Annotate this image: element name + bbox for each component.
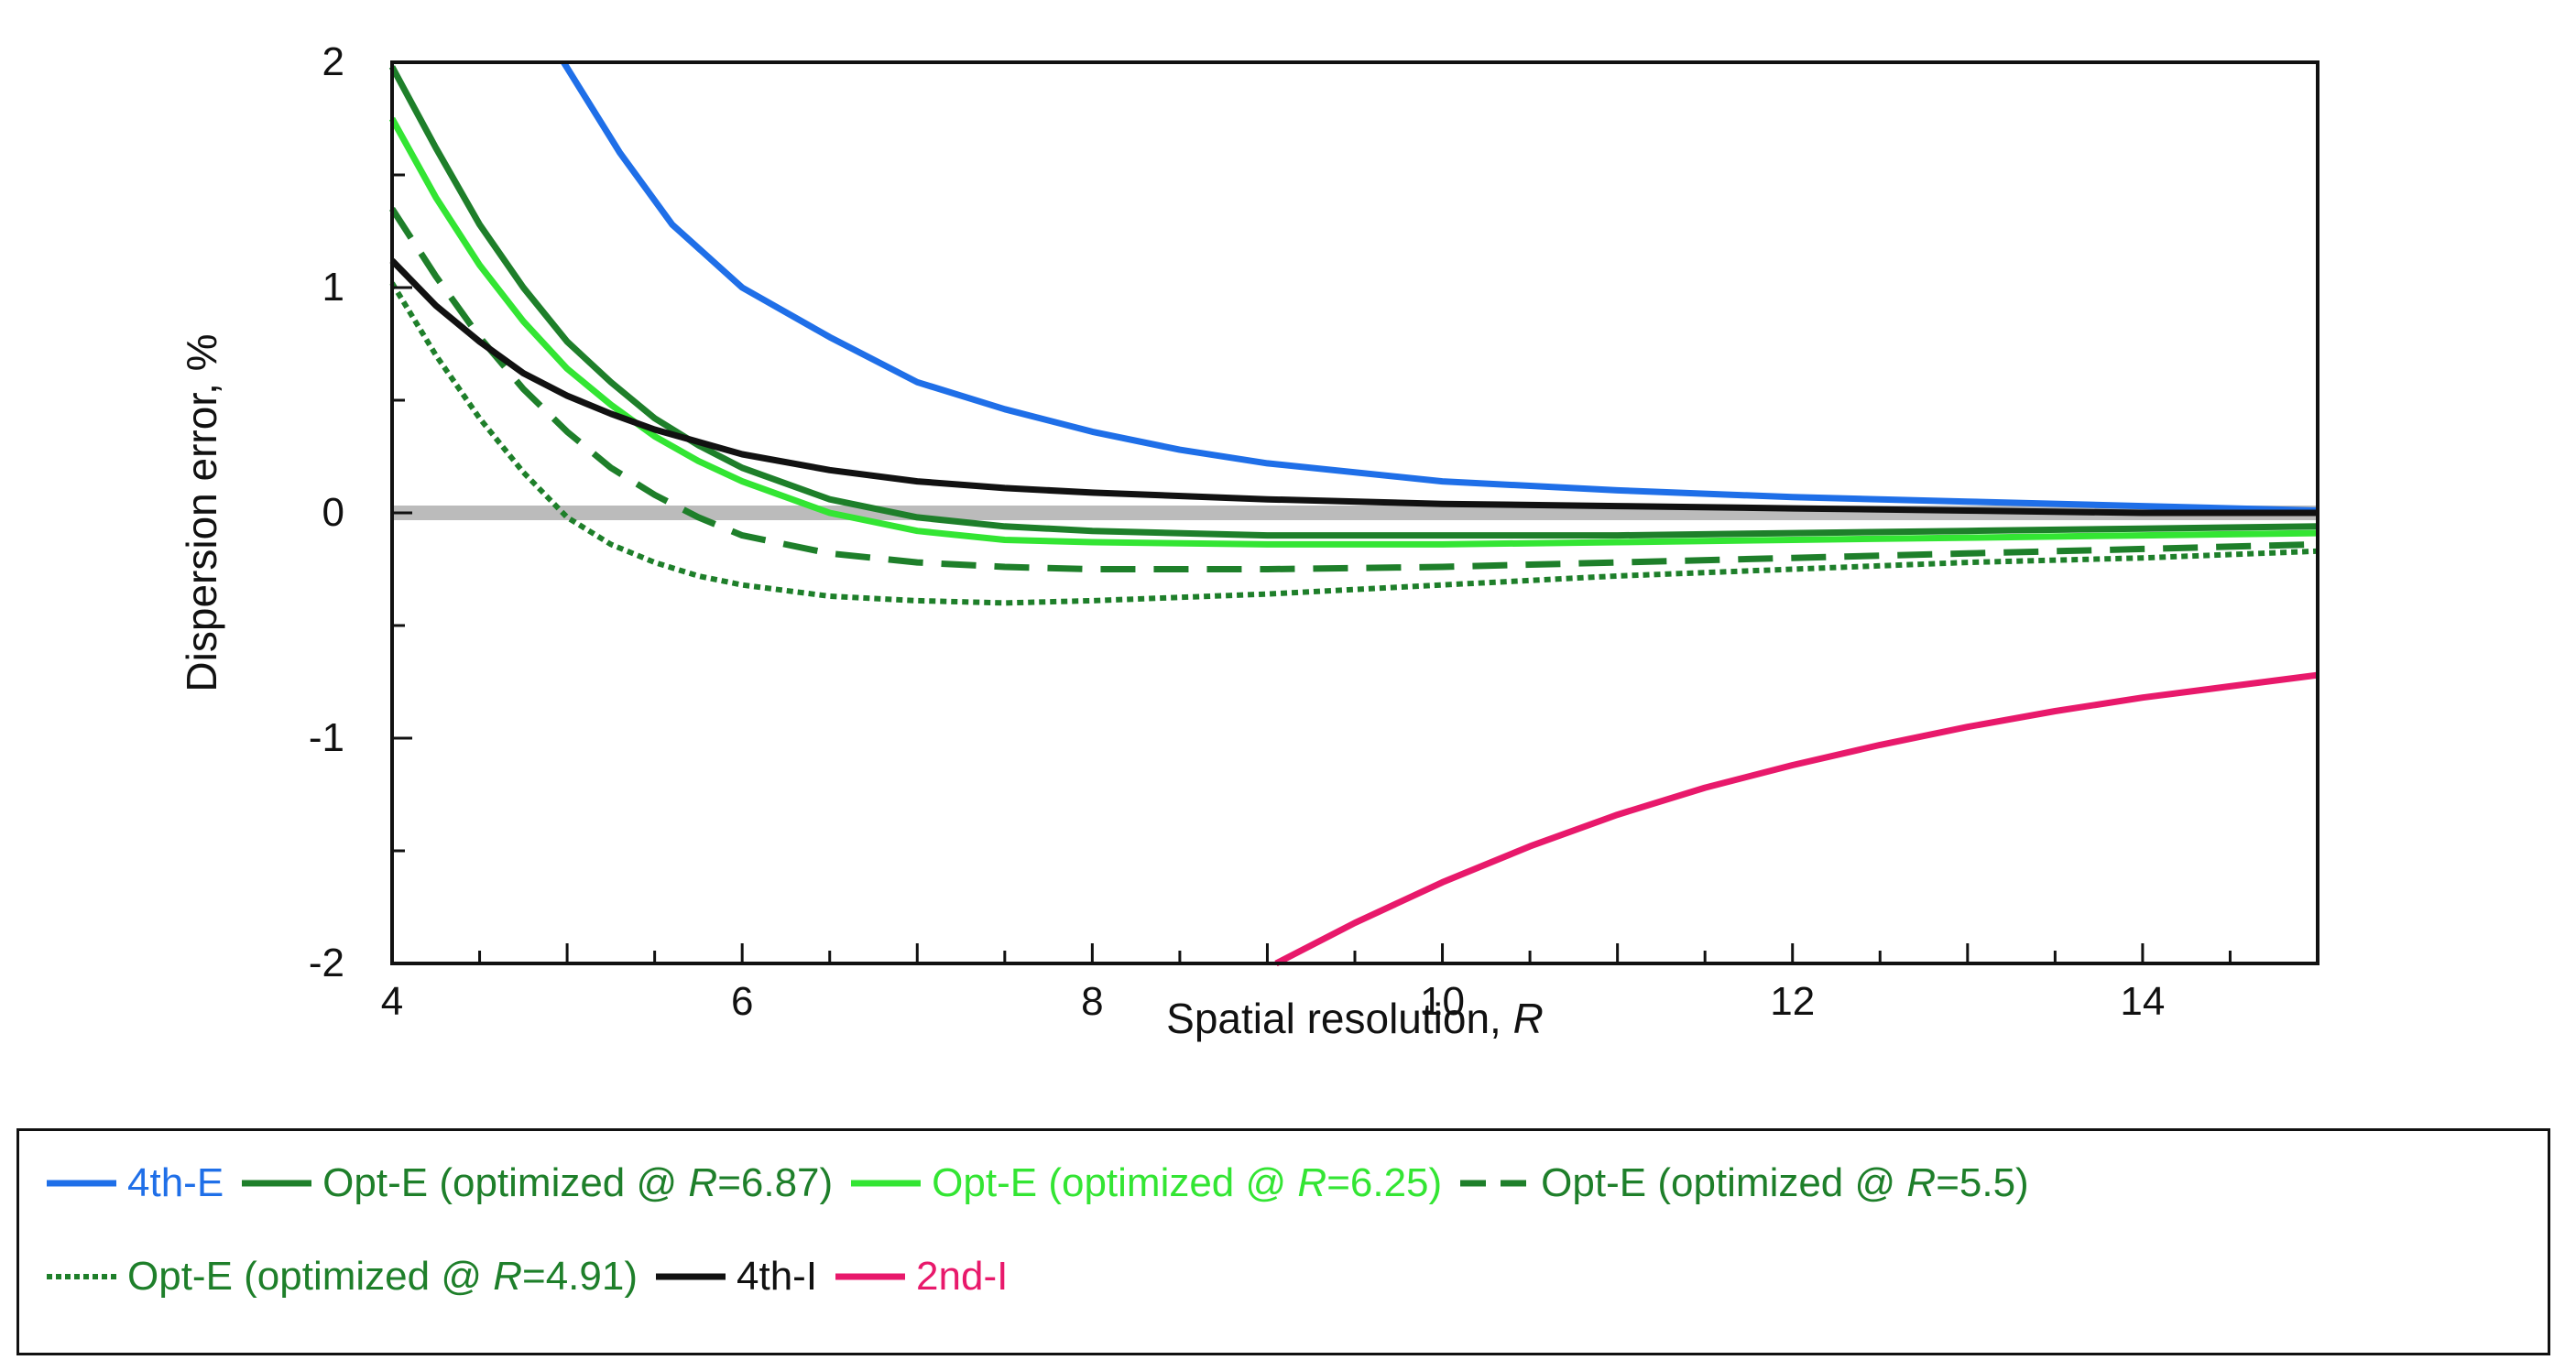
legend-swatch: [1460, 1180, 1531, 1187]
legend-item: Opt-E (optimized @ R=6.25): [849, 1160, 1442, 1206]
legend-item: Opt-E (optimized @ R=4.91): [45, 1254, 638, 1300]
legend-swatch: [656, 1273, 726, 1280]
y-tick-label: -2: [309, 941, 344, 985]
series-line-2: [388, 116, 2319, 548]
legend-row-2: Opt-E (optimized @ R=4.91) 4th-I 2nd-I: [45, 1254, 1024, 1300]
legend-row-1: 4th-E Opt-E (optimized @ R=6.87) Opt-E (op…: [45, 1160, 2046, 1206]
legend-item: Opt-E (optimized @ R=6.87): [240, 1160, 833, 1206]
legend-swatch: [47, 1274, 116, 1279]
y-axis-title: Dispersion error, %: [178, 333, 225, 691]
legend-item: 4th-I: [654, 1254, 817, 1300]
y-tick-label: 2: [322, 39, 344, 84]
legend-swatch: [47, 1180, 116, 1187]
series-line-6: [1274, 671, 2319, 967]
y-tick-label: 1: [322, 265, 344, 310]
x-axis-title: Spatial resolution, R: [1166, 995, 1544, 1042]
series-line-5: [389, 258, 2318, 517]
legend-swatch: [835, 1273, 906, 1280]
legend-label: Opt-E (optimized @ R=6.25): [932, 1160, 1443, 1205]
x-tick-label: 12: [1770, 979, 1815, 1024]
x-tick-label: 4: [381, 979, 403, 1024]
legend-label: 4th-E: [127, 1160, 224, 1205]
legend-item: 4th-E: [45, 1160, 224, 1206]
y-tick-label: -1: [309, 715, 344, 760]
legend-label: Opt-E (optimized @ R=6.87): [322, 1160, 834, 1205]
series-line-3: [389, 206, 2319, 572]
legend-item: Opt-E (optimized @ R=5.5): [1458, 1160, 2029, 1206]
x-tick-label: 10: [1420, 979, 1465, 1024]
y-tick-label: 0: [322, 490, 344, 535]
legend-label: 4th-I: [737, 1254, 818, 1299]
legend: 4th-E Opt-E (optimized @ R=6.87) Opt-E (op…: [16, 1128, 2550, 1355]
legend-swatch: [242, 1180, 312, 1187]
series-line-1: [388, 65, 2319, 539]
legend-label: 2nd-I: [916, 1254, 1009, 1299]
x-tick-label: 8: [1081, 979, 1103, 1024]
series-line-0: [561, 60, 2319, 514]
x-tick-label: 14: [2120, 979, 2165, 1024]
legend-label: Opt-E (optimized @ R=5.5): [1541, 1160, 2029, 1205]
x-tick-label: 6: [731, 979, 753, 1024]
legend-item: 2nd-I: [834, 1254, 1008, 1300]
legend-label: Opt-E (optimized @ R=4.91): [127, 1254, 638, 1299]
legend-swatch: [851, 1180, 922, 1187]
